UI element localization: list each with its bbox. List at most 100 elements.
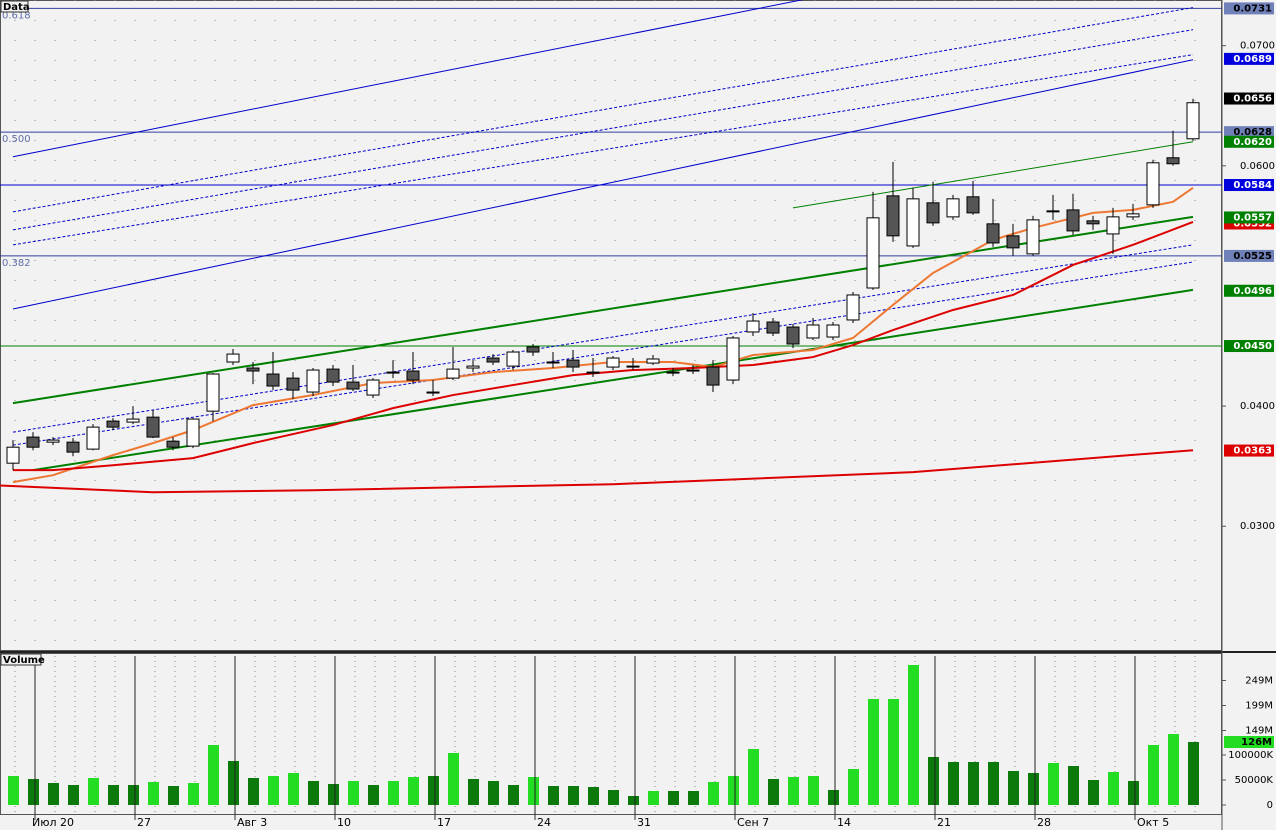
candle-body [726,337,740,381]
candle-body [1146,162,1160,206]
fib-label: 0.382 [2,258,31,269]
candle-body [466,365,480,369]
volume-bar [708,782,719,805]
candle-body [206,373,220,412]
y-tick-label: 0.0400 [1240,401,1275,412]
volume-bar [188,783,199,805]
y-tick-label: 50000K [1235,775,1274,786]
price-marker [1224,126,1274,139]
y-tick-label: 0.0300 [1240,521,1275,532]
candle-body [446,368,460,379]
axes: 0.0700 0.0600 0.0400 0.0300 249M 199M 149M 10 0 0… [32,2,1275,829]
price-marker [1224,444,1274,457]
candle-body [386,371,400,374]
volume-bar [788,777,799,805]
volume-bar [268,776,279,805]
volume-bar [1048,763,1059,805]
volume-bar [8,776,19,805]
volume-bar [1068,766,1079,805]
candle-body [246,367,260,372]
candle-body [666,371,680,374]
price-marker-label: 0.0496 [1233,286,1272,297]
price-panel [0,0,1222,651]
candle-body [1106,216,1120,235]
price-marker-label: 0.0620 [1233,137,1272,148]
volume-bar [1128,781,1139,805]
volume-bar [748,749,759,805]
volume-bar [28,779,39,805]
price-marker [1224,52,1274,65]
overlay-line [12,215,1194,405]
candle-body [66,441,80,453]
overlay-line [12,54,1194,246]
volume-bar [48,783,59,805]
y-tick-label: 199M [1245,701,1273,712]
volume-plot [8,656,1199,815]
overlay-line [12,0,804,158]
candle-body [1086,220,1100,225]
volume-bar [988,762,999,805]
volume-bar [288,773,299,805]
x-tick-label: 21 [937,816,951,829]
volume-bar [808,776,819,805]
volume-bar [728,776,739,805]
candle-body [146,416,160,438]
x-tick-label: 24 [537,816,551,829]
panel-title-box [0,653,42,666]
volume-bar [608,790,619,805]
price-marker [1224,340,1274,353]
price-marker-label: 0.0525 [1233,251,1272,262]
overlay-line [12,7,1194,213]
volume-bar [1088,780,1099,805]
price-marker [1224,135,1274,148]
volume-bar [1168,734,1179,805]
volume-bar [488,781,499,805]
candle-body [766,321,780,334]
candle-body [626,365,640,368]
overlay-line [12,29,1194,231]
candle-body [346,381,360,390]
volume-bar [768,779,779,805]
volume-bar [128,785,139,805]
volume-bar [388,781,399,805]
panel-title-box [0,0,29,13]
x-tick-label: 14 [837,816,851,829]
overlay-line [12,261,1194,446]
volume-bar [688,791,699,805]
price-marker-label: 126M [1241,737,1272,748]
volume-bar [148,782,159,805]
candle-body [546,361,560,364]
overlay-line [0,449,1194,494]
volume-bar [208,745,219,805]
candle-body [86,426,100,450]
y-tick-label: 249M [1245,676,1273,687]
price-plot: 0.618 0.500 0.382 [0,0,1222,650]
x-tick-label: Окт 5 [1137,816,1169,829]
price-marker [1224,179,1274,192]
price-marker-label: 0.0656 [1233,94,1272,105]
volume-bar [908,665,919,805]
y-tick-label: 149M [1245,726,1273,737]
candle-body [526,346,540,353]
fib-label: 0.500 [2,134,31,145]
volume-bar [348,781,359,805]
candle-body [226,353,240,363]
overlay-line [12,244,1194,433]
volume-bar [408,777,419,805]
volume-bar [508,785,519,805]
volume-bar [1108,772,1119,805]
y-tick-label: 0 [1267,800,1273,811]
y-tick-label: 0.0700 [1240,41,1275,52]
candle-body [1006,235,1020,249]
candle-body [886,195,900,237]
candle-body [1126,213,1140,218]
volume-bar [1028,773,1039,805]
x-tick-label: 10 [337,816,351,829]
overlay-line [792,141,1194,209]
x-tick-label: 27 [137,816,151,829]
price-marker [1224,736,1274,748]
candle-body [406,370,420,381]
price-marker-label: 0.0557 [1233,212,1272,223]
candle-body [366,379,380,396]
y-tick-label: 0.0600 [1240,161,1275,172]
